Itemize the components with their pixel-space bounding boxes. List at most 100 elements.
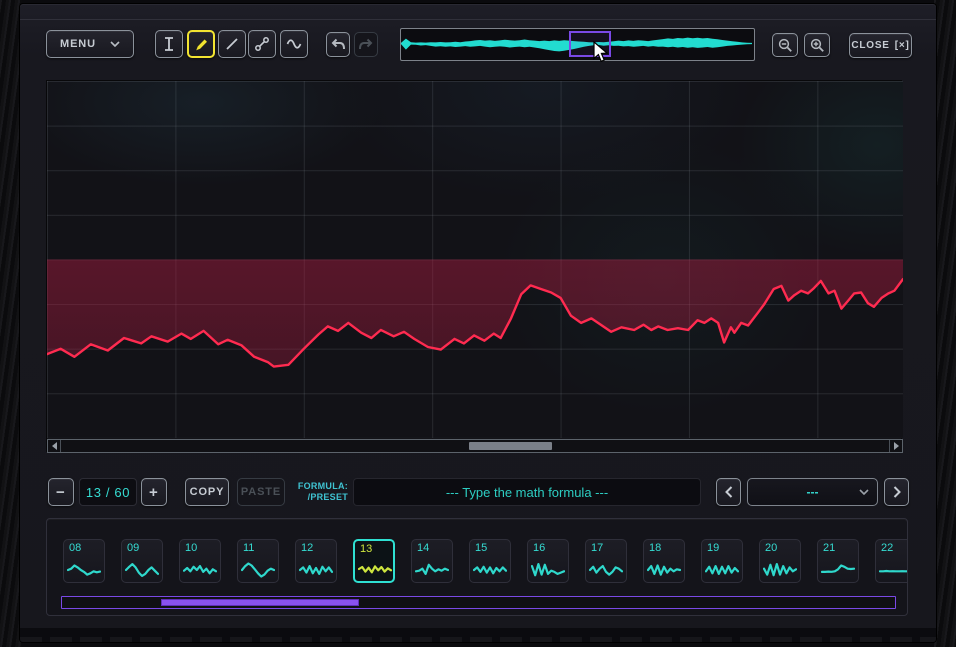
background-artwork-left: [0, 0, 22, 647]
chart-hscrollbar-track[interactable]: [61, 440, 889, 452]
redo-button[interactable]: [354, 32, 378, 57]
wave-editor-chart: [46, 80, 903, 453]
line-icon: [224, 36, 240, 52]
copy-button[interactable]: COPY: [185, 478, 229, 506]
frame-thumb-16[interactable]: 16: [527, 539, 569, 583]
text-select-tool-button[interactable]: [155, 30, 183, 58]
frame-thumb-number: 20: [765, 542, 778, 554]
frame-thumbnails-panel: 08 09 10 11 12 13 14 15 16 17 18 19 20 21 22: [46, 518, 908, 616]
line-tool-button[interactable]: [218, 30, 246, 58]
close-button-label: CLOSE: [851, 40, 890, 51]
chevron-right-icon: [893, 486, 901, 498]
waveform-overview-strip[interactable]: [400, 28, 755, 61]
frame-thumb-waveform: [67, 564, 101, 576]
frame-thumb-waveform: [125, 562, 159, 577]
frames-scrollbar-track[interactable]: [61, 596, 896, 609]
redo-icon: [358, 38, 374, 52]
close-button[interactable]: CLOSE [×]: [849, 33, 912, 58]
frame-thumb-12[interactable]: 12: [295, 539, 337, 583]
ibeam-icon: [162, 36, 176, 52]
chevron-left-icon: [724, 486, 732, 498]
frame-increment-button[interactable]: +: [141, 478, 167, 506]
zoom-in-icon: [810, 38, 825, 53]
wave-edit-canvas[interactable]: [47, 81, 903, 438]
frame-thumb-waveform: [358, 565, 392, 574]
paste-button[interactable]: PASTE: [237, 478, 285, 506]
frame-thumb-number: 08: [69, 542, 82, 554]
sine-tool-button[interactable]: [280, 30, 308, 58]
frame-thumb-waveform: [183, 564, 217, 575]
piano-keys-strip: [20, 628, 936, 642]
frame-thumb-number: 18: [649, 542, 662, 554]
preset-next-button[interactable]: [884, 478, 909, 506]
frame-thumb-waveform: [299, 564, 333, 575]
paste-label: PASTE: [240, 486, 282, 498]
zoom-out-button[interactable]: [772, 33, 798, 57]
menu-button[interactable]: MENU: [46, 30, 134, 58]
preset-dropdown-value: ---: [806, 485, 819, 499]
frame-thumb-waveform: [763, 562, 797, 577]
frames-scrollbar-thumb[interactable]: [161, 599, 359, 606]
frame-thumb-number: 12: [301, 542, 314, 554]
frame-thumb-18[interactable]: 18: [643, 539, 685, 583]
chevron-down-icon: [110, 41, 120, 47]
overview-selection-box[interactable]: [569, 31, 611, 57]
zoom-in-button[interactable]: [804, 33, 830, 57]
frame-thumb-22[interactable]: 22: [875, 539, 907, 583]
edited-waveform: [47, 259, 903, 368]
frame-thumb-15[interactable]: 15: [469, 539, 511, 583]
copy-label: COPY: [189, 486, 225, 498]
frame-thumb-20[interactable]: 20: [759, 539, 801, 583]
frame-thumb-number: 11: [243, 542, 255, 554]
frame-thumb-14[interactable]: 14: [411, 539, 453, 583]
frame-thumb-number: 09: [127, 542, 140, 554]
frame-thumb-10[interactable]: 10: [179, 539, 221, 583]
formula-preset-label: FORMULA: /PRESET: [297, 481, 348, 503]
frame-decrement-button[interactable]: −: [48, 478, 74, 506]
scroll-right-arrow[interactable]: [889, 440, 902, 452]
pencil-tool-button[interactable]: [187, 30, 215, 58]
frame-thumb-number: 17: [591, 542, 604, 554]
frame-thumb-waveform: [821, 564, 855, 573]
frame-thumb-17[interactable]: 17: [585, 539, 627, 583]
formula-input[interactable]: [353, 478, 701, 506]
pencil-icon: [193, 36, 209, 52]
zoom-out-icon: [778, 38, 793, 53]
undo-button[interactable]: [326, 32, 350, 57]
frame-thumb-waveform: [647, 564, 681, 576]
frame-thumb-21[interactable]: 21: [817, 539, 859, 583]
bezier-icon: [253, 35, 271, 53]
frame-thumb-number: 19: [707, 542, 720, 554]
menu-button-label: MENU: [60, 38, 96, 50]
frame-thumb-waveform: [473, 565, 507, 575]
piano-keys-dashes: [20, 637, 936, 642]
frame-counter-display: 13 / 60: [79, 478, 137, 506]
frame-thumb-number: 15: [475, 542, 488, 554]
frame-thumb-number: 21: [823, 542, 836, 554]
frame-counter-value: 13 / 60: [85, 484, 131, 500]
frame-thumb-waveform: [241, 562, 275, 578]
background-artwork-right: [934, 0, 956, 647]
frame-thumb-09[interactable]: 09: [121, 539, 163, 583]
frame-thumb-waveform: [589, 564, 623, 576]
frame-thumb-number: 13: [360, 543, 373, 555]
scroll-left-arrow[interactable]: [48, 440, 61, 452]
frame-thumb-08[interactable]: 08: [63, 539, 105, 583]
frame-thumb-waveform: [531, 562, 565, 577]
frame-thumb-waveform: [415, 563, 449, 575]
close-x-icon: [×]: [894, 40, 910, 51]
frame-thumb-13[interactable]: 13: [353, 539, 395, 583]
frame-thumb-number: 16: [533, 542, 546, 554]
preset-dropdown[interactable]: ---: [747, 478, 878, 506]
frame-thumb-11[interactable]: 11: [237, 539, 279, 583]
chart-hscrollbar-thumb[interactable]: [469, 442, 552, 450]
chart-hscrollbar[interactable]: [47, 439, 903, 453]
plus-label: +: [149, 483, 159, 501]
overview-waveform: [401, 37, 752, 52]
frame-thumb-19[interactable]: 19: [701, 539, 743, 583]
frame-thumb-number: 10: [185, 542, 198, 554]
bezier-tool-button[interactable]: [248, 30, 276, 58]
preset-prev-button[interactable]: [716, 478, 741, 506]
undo-icon: [330, 38, 346, 52]
